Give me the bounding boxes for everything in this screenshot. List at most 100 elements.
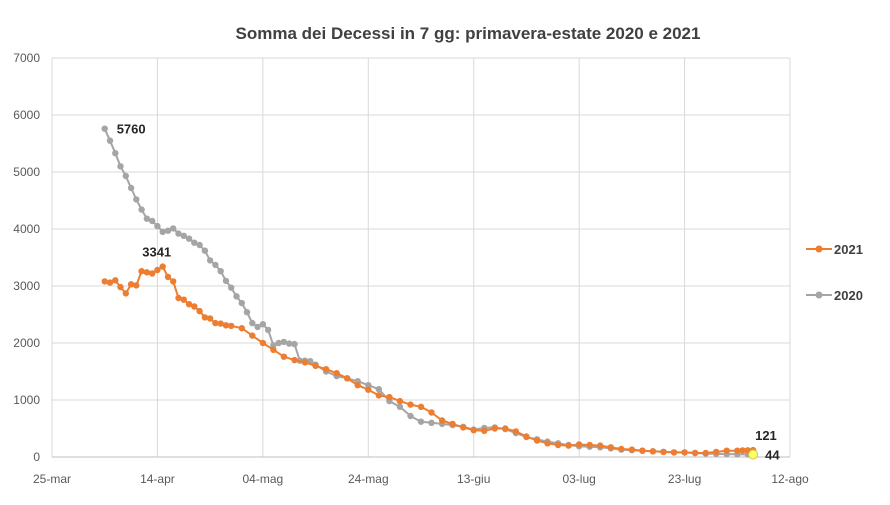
data-point-2021 [554, 441, 562, 449]
data-point-2021 [438, 417, 446, 424]
data-point-2020 [407, 412, 414, 420]
data-point-2020 [428, 419, 435, 426]
data-point-2021 [180, 296, 187, 303]
data-point-2020 [185, 235, 193, 242]
data-point-2021 [185, 301, 193, 308]
data-point-2021 [270, 346, 277, 353]
data-point-2020 [249, 319, 256, 327]
legend-marker-2020 [815, 291, 823, 299]
data-point-2021 [154, 266, 161, 274]
y-tick-label: 2000 [13, 336, 40, 350]
data-point-2021 [649, 448, 657, 455]
data-point-2020 [270, 342, 277, 349]
data-point-2020 [122, 172, 129, 180]
data-point-2020 [127, 184, 135, 192]
end-marker-2020 [748, 449, 759, 460]
data-point-2021 [681, 449, 688, 456]
data-point-2021 [386, 393, 393, 401]
data-point-2021 [702, 449, 709, 457]
data-point-2020 [375, 386, 382, 393]
grid [51, 57, 791, 458]
data-point-2021 [660, 448, 667, 456]
data-point-2021 [618, 445, 625, 453]
data-point-2021 [149, 270, 156, 277]
data-point-2020 [254, 323, 261, 331]
data-point-2020 [286, 340, 293, 347]
data-point-2020 [238, 299, 245, 307]
data-point-2020 [170, 225, 177, 232]
legend: 2021 2020 [806, 242, 863, 303]
data-point-2020 [201, 247, 209, 254]
data-point-2021 [159, 263, 166, 270]
data-point-2021 [164, 273, 172, 281]
data-label: 44 [765, 447, 780, 462]
data-point-2021 [191, 303, 198, 310]
data-point-2021 [127, 281, 135, 288]
data-point-2021 [301, 359, 309, 366]
data-point-2020 [101, 125, 108, 132]
data-point-2021 [597, 442, 604, 449]
data-point-2021 [365, 386, 372, 393]
data-label: 3341 [142, 245, 171, 260]
y-tick-label: 0 [33, 450, 40, 464]
x-tick-label: 04-mag [243, 472, 284, 486]
data-point-2021 [734, 447, 741, 454]
data-point-2020 [259, 321, 267, 328]
x-tick-label: 03-lug [562, 472, 595, 486]
data-point-2020 [233, 293, 240, 300]
data-point-2021 [481, 427, 488, 434]
data-point-2020 [365, 382, 372, 389]
data-point-2021 [428, 409, 435, 416]
data-point-2020 [228, 284, 235, 291]
data-point-2020 [180, 232, 187, 239]
data-point-2021 [259, 339, 267, 347]
data-point-2021 [523, 433, 530, 440]
data-point-2021 [375, 392, 382, 399]
y-tick-label: 3000 [13, 279, 40, 293]
data-point-2020 [396, 403, 404, 410]
data-point-2021 [723, 447, 730, 454]
data-point-2020 [149, 217, 156, 225]
data-point-2020 [291, 340, 298, 348]
data-point-2020 [117, 163, 124, 170]
data-point-2021 [201, 314, 209, 321]
data-point-2020 [106, 137, 114, 144]
data-point-2021 [106, 279, 114, 286]
data-point-2021 [491, 425, 498, 432]
data-point-2021 [170, 278, 177, 285]
data-point-2020 [280, 338, 288, 346]
data-point-2021 [565, 442, 572, 449]
y-tick-label: 5000 [13, 165, 40, 179]
annotation-layer: 5760 3341 121 44 [117, 122, 781, 463]
y-tick-label: 1000 [13, 393, 40, 407]
data-point-2020 [164, 227, 172, 234]
data-point-2021 [344, 375, 351, 382]
data-point-2020 [206, 257, 214, 264]
y-tick-label: 6000 [13, 108, 40, 122]
data-point-2021 [117, 283, 124, 291]
data-point-2021 [354, 382, 361, 389]
data-point-2020 [143, 215, 151, 222]
data-point-2021 [607, 444, 614, 451]
data-point-2020 [243, 309, 251, 316]
x-tick-label: 13-giu [457, 472, 490, 486]
data-point-2021 [575, 441, 583, 448]
data-point-2021 [101, 278, 108, 285]
data-point-2020 [191, 239, 198, 246]
data-point-2021 [112, 277, 119, 284]
data-point-2020 [212, 261, 219, 269]
data-point-2021 [333, 370, 340, 377]
legend-label: 2021 [834, 242, 863, 257]
data-label: 5760 [117, 122, 146, 137]
x-tick-label: 12-ago [771, 472, 809, 486]
data-point-2021 [691, 449, 699, 457]
axes: 0 1000 2000 3000 4000 5000 6000 7000 25-mar 14-ap… [13, 51, 809, 486]
data-point-2021 [122, 290, 129, 297]
data-point-2021 [470, 427, 477, 434]
data-point-2020 [175, 230, 182, 237]
data-point-2020 [275, 339, 282, 347]
data-point-2021 [280, 353, 288, 360]
